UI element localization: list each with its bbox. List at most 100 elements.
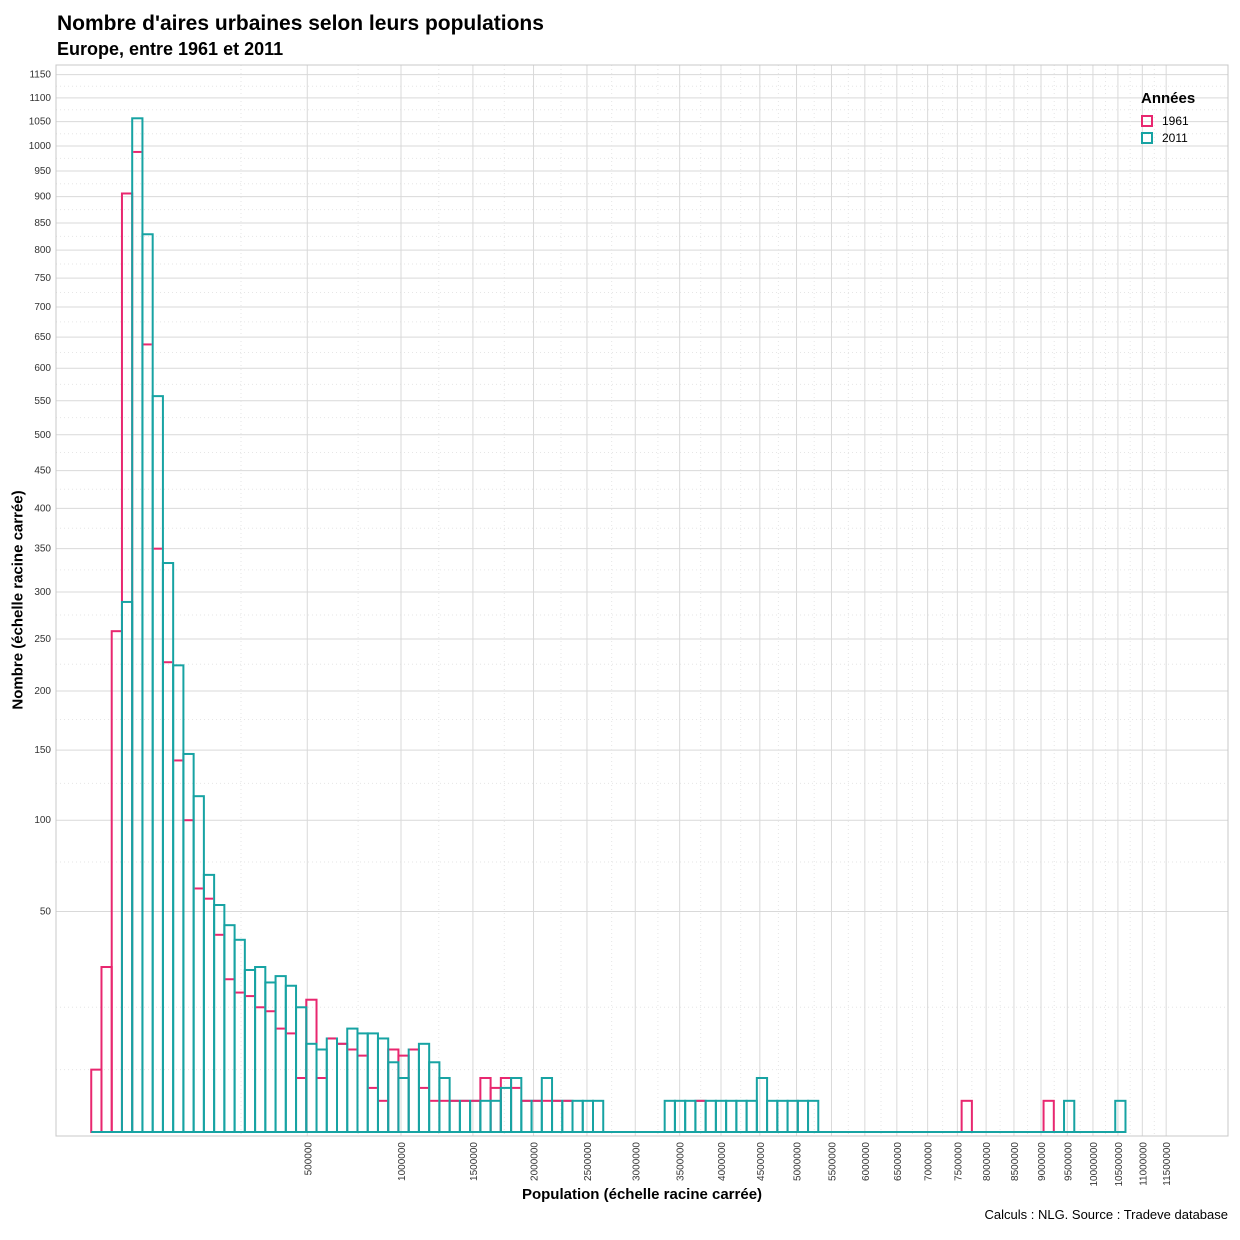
chart-title: Nombre d'aires urbaines selon leurs popu… bbox=[57, 12, 544, 35]
bar-2011 bbox=[448, 1099, 461, 1133]
y-tick-label: 100 bbox=[34, 815, 51, 826]
y-tick-label: 300 bbox=[34, 587, 51, 598]
x-tick-label: 7500000 bbox=[953, 1142, 964, 1181]
series-1961-marks bbox=[133, 150, 705, 1102]
bar-2011 bbox=[735, 1099, 748, 1133]
bar-2011 bbox=[346, 1027, 359, 1134]
bar-2011 bbox=[141, 233, 154, 1133]
bar-1961 bbox=[100, 966, 113, 1133]
bar-1961 bbox=[110, 630, 123, 1133]
y-tick-label: 700 bbox=[34, 302, 51, 313]
bar-1961 bbox=[960, 1099, 973, 1133]
bar-2011 bbox=[540, 1076, 554, 1133]
legend-label-1961: 1961 bbox=[1162, 113, 1189, 128]
chart-caption: Calculs : NLG. Source : Tradeve database bbox=[984, 1207, 1228, 1222]
y-tick-label: 1100 bbox=[29, 93, 51, 104]
bar-2011 bbox=[223, 924, 236, 1134]
x-tick-label: 10500000 bbox=[1114, 1142, 1125, 1187]
bar-1961 bbox=[90, 1068, 103, 1134]
bar-2011 bbox=[581, 1099, 595, 1133]
y-tick-label: 150 bbox=[34, 745, 51, 756]
bar-2011 bbox=[356, 1032, 369, 1133]
x-tick-label: 2500000 bbox=[583, 1142, 594, 1181]
bar-2011 bbox=[1114, 1099, 1127, 1133]
plot-frame bbox=[55, 64, 1229, 1137]
bar-2011 bbox=[745, 1099, 758, 1133]
bar-2011 bbox=[704, 1099, 717, 1133]
x-tick-label: 6000000 bbox=[861, 1142, 872, 1181]
x-tick-label: 2000000 bbox=[530, 1142, 541, 1181]
x-tick-label: 7000000 bbox=[924, 1142, 935, 1181]
bar-2011 bbox=[807, 1099, 820, 1133]
bar-2011 bbox=[489, 1099, 502, 1133]
y-tick-label: 1000 bbox=[29, 141, 52, 152]
bar-2011 bbox=[376, 1037, 390, 1133]
bar-2011 bbox=[131, 117, 144, 1134]
x-tick-label: 6500000 bbox=[893, 1142, 904, 1181]
bar-2011 bbox=[366, 1032, 379, 1133]
x-tick-label: 4500000 bbox=[756, 1142, 767, 1181]
legend-key-2011 bbox=[1141, 131, 1153, 144]
bar-2011 bbox=[561, 1099, 574, 1133]
y-tick-label: 750 bbox=[34, 273, 51, 284]
bar-2011 bbox=[469, 1099, 482, 1133]
x-tick-label: 8500000 bbox=[1010, 1142, 1021, 1181]
y-tick-label: 950 bbox=[34, 166, 51, 177]
x-tick-label: 9500000 bbox=[1063, 1142, 1074, 1181]
y-tick-label: 450 bbox=[34, 466, 51, 477]
bar-2011 bbox=[120, 600, 134, 1133]
y-tick-label: 250 bbox=[34, 634, 51, 645]
legend-key-1961 bbox=[1141, 114, 1153, 127]
bar-1961 bbox=[489, 1086, 502, 1133]
y-tick-label: 600 bbox=[34, 363, 51, 374]
x-tick-label: 3500000 bbox=[676, 1142, 687, 1181]
bar-2011 bbox=[233, 938, 246, 1134]
bar-2011 bbox=[305, 1042, 318, 1134]
x-tick-label: 9000000 bbox=[1037, 1142, 1048, 1181]
bar-2011 bbox=[684, 1099, 697, 1133]
bar-2011 bbox=[325, 1037, 339, 1133]
bar-2011 bbox=[202, 873, 216, 1133]
x-axis-label: Population (échelle racine carrée) bbox=[521, 1186, 763, 1203]
bar-2011 bbox=[479, 1099, 492, 1133]
bar-2011 bbox=[274, 975, 287, 1133]
y-tick-label: 900 bbox=[34, 192, 51, 203]
bar-2011 bbox=[151, 395, 164, 1134]
bar-2011 bbox=[407, 1048, 420, 1134]
bar-2011 bbox=[182, 752, 195, 1133]
bar-2011 bbox=[663, 1099, 676, 1133]
bar-2011 bbox=[397, 1076, 410, 1133]
x-tick-label: 500000 bbox=[303, 1142, 314, 1176]
x-tick-label: 5000000 bbox=[793, 1142, 804, 1181]
x-tick-label: 8000000 bbox=[982, 1142, 993, 1181]
bar-2011 bbox=[499, 1086, 513, 1133]
bar-2011 bbox=[161, 562, 175, 1133]
y-tick-label: 800 bbox=[34, 245, 51, 256]
x-tick-label: 1000000 bbox=[397, 1142, 408, 1181]
bar-2011 bbox=[510, 1076, 523, 1133]
legend-label-2011: 2011 bbox=[1162, 130, 1188, 145]
x-tick-label: 3000000 bbox=[631, 1142, 642, 1181]
bars-layer bbox=[90, 117, 1127, 1134]
bar-1961 bbox=[1042, 1099, 1055, 1133]
bar-2011 bbox=[254, 966, 267, 1133]
y-axis-ticks: 50 100 150 200 250 300 350 400 450 500 550 600 650 70… bbox=[29, 70, 52, 918]
bar-2011 bbox=[796, 1099, 810, 1133]
x-tick-label: 5500000 bbox=[827, 1142, 838, 1181]
y-tick-label: 500 bbox=[34, 430, 51, 441]
bar-2011 bbox=[458, 1099, 472, 1133]
bar-2011 bbox=[315, 1048, 328, 1134]
bar-2011 bbox=[428, 1061, 441, 1134]
bar-2011 bbox=[336, 1042, 349, 1134]
y-axis-label: Nombre (échelle racine carrée) bbox=[9, 490, 27, 710]
x-tick-label: 1500000 bbox=[469, 1142, 480, 1181]
x-axis-ticks: 500000 1000000 1500000 2000000 2500000 300000… bbox=[303, 1142, 1173, 1187]
bar-2011 bbox=[213, 904, 226, 1133]
bar-2011 bbox=[243, 968, 257, 1133]
x-tick-label: 10000000 bbox=[1089, 1142, 1100, 1187]
bar-1961 bbox=[120, 192, 134, 1133]
bar-2011 bbox=[192, 795, 205, 1134]
y-tick-label: 650 bbox=[34, 332, 51, 343]
bar-1961 bbox=[499, 1076, 513, 1133]
